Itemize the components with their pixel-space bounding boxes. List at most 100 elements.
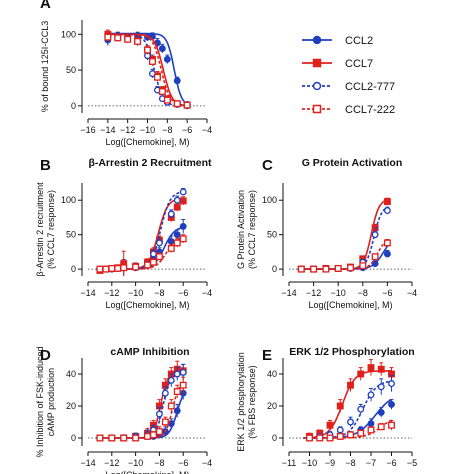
- data-point: [179, 381, 187, 389]
- panel-E: E ERK 1/2 Phosphorylation −11 −10 −9 −8 −7 −6 −5…: [236, 346, 417, 468]
- data-point: [371, 231, 379, 239]
- data-point: [173, 100, 181, 108]
- data-point: [377, 383, 385, 391]
- x-tick-label: −4: [202, 125, 212, 135]
- data-point: [367, 391, 375, 399]
- data-point: [167, 238, 175, 246]
- chart-panels: A125I-CCL3 displacement−16−14−12−10−8−6−…: [35, 0, 417, 474]
- x-tick-label: −14: [80, 458, 95, 468]
- x-axis-title: Log([Chemokine], M): [308, 300, 392, 310]
- data-point: [183, 101, 191, 109]
- legend-marker: [312, 35, 322, 45]
- data-point: [120, 264, 128, 272]
- x-tick-label: −14: [100, 125, 115, 135]
- panel-title: cAMP Inhibition: [110, 346, 189, 358]
- data-point: [144, 46, 151, 54]
- data-point: [173, 203, 181, 211]
- legend-label: CCL7: [345, 58, 373, 70]
- x-tick-label: −14: [281, 288, 296, 298]
- data-point: [179, 188, 187, 196]
- data-point: [167, 210, 175, 218]
- y-tick-label: 0: [71, 264, 76, 274]
- data-point: [336, 432, 344, 440]
- data-point: [336, 402, 344, 410]
- x-tick-label: −8: [154, 458, 164, 468]
- panel-letter: D: [40, 347, 51, 364]
- data-point: [120, 434, 128, 442]
- data-point: [144, 261, 151, 269]
- data-point: [144, 432, 151, 440]
- x-tick-label: −10: [331, 288, 346, 298]
- fit-curve: [96, 373, 184, 439]
- data-point: [347, 431, 354, 439]
- data-point: [163, 55, 171, 63]
- data-point: [326, 421, 334, 429]
- y-tick-label: 0: [272, 433, 277, 443]
- y-tick-label: 40: [267, 369, 277, 379]
- x-tick-label: −8: [154, 288, 164, 298]
- data-point: [173, 231, 181, 239]
- data-point: [104, 33, 112, 41]
- data-point: [388, 421, 395, 429]
- y-tick-label: 0: [71, 101, 76, 111]
- data-point: [371, 224, 379, 232]
- legend-marker: [312, 104, 322, 114]
- panel-A: A125I-CCL3 displacement−16−14−12−10−8−6−…: [40, 0, 212, 147]
- x-tick-label: −10: [302, 458, 317, 468]
- data-point: [114, 34, 122, 42]
- legend-item-CCL2: CCL2: [302, 35, 373, 47]
- x-tick-label: −12: [120, 125, 135, 135]
- data-point: [149, 58, 156, 65]
- data-point: [155, 253, 163, 261]
- y-axis-title-line: (% CCL7 response): [46, 190, 56, 269]
- data-point: [167, 244, 175, 252]
- x-tick-label: −4: [407, 288, 417, 298]
- data-point: [306, 434, 313, 442]
- y-axis-title: % Inhibition of FSK-inducedcAMP producti…: [35, 346, 56, 457]
- x-tick-label: −10: [128, 458, 143, 468]
- x-tick-label: −5: [407, 458, 417, 468]
- y-axis-title-line: (% FBS response): [247, 365, 257, 439]
- data-point: [179, 222, 187, 230]
- data-point: [347, 418, 354, 426]
- x-tick-label: −9: [325, 458, 335, 468]
- data-point: [322, 265, 330, 273]
- data-point: [124, 35, 132, 43]
- legend-marker: [312, 81, 322, 91]
- data-point: [167, 402, 175, 410]
- data-point: [179, 197, 187, 205]
- data-point: [149, 431, 157, 439]
- x-tick-label: −6: [178, 458, 188, 468]
- panel-letter: E: [262, 347, 272, 364]
- data-point: [158, 45, 166, 53]
- data-point: [161, 418, 169, 426]
- y-axis-title-line: % of bound 125I-CCL3: [40, 21, 50, 113]
- panel-letter: A: [40, 0, 51, 12]
- data-point: [108, 434, 116, 442]
- legend: CCL2 CCL7 CCL2-777 CCL7-222: [302, 35, 395, 116]
- data-point: [357, 405, 365, 413]
- data-point: [173, 407, 181, 415]
- data-point: [96, 434, 104, 442]
- series-CCL7-222: [297, 238, 391, 273]
- y-axis-title-line: % Inhibition of FSK-induced: [35, 346, 45, 457]
- data-point: [336, 426, 344, 434]
- legend-item-CCL7-222: CCL7-222: [302, 104, 395, 116]
- data-point: [377, 423, 385, 431]
- y-axis-title: β-Arrestin 2 recruitment(% CCL7 response…: [35, 182, 56, 277]
- data-point: [149, 258, 157, 266]
- x-tick-label: −12: [306, 288, 321, 298]
- x-tick-label: −6: [178, 288, 188, 298]
- y-axis-title-line: G Protein Activation: [236, 190, 246, 269]
- data-point: [326, 434, 334, 442]
- data-point: [347, 381, 354, 389]
- data-point: [114, 264, 122, 272]
- data-point: [371, 253, 379, 261]
- series-CCL2-777: [104, 32, 191, 110]
- y-tick-label: 0: [71, 433, 76, 443]
- data-point: [173, 239, 181, 247]
- legend-marker: [312, 58, 322, 68]
- data-point: [163, 96, 171, 104]
- data-point: [310, 265, 318, 273]
